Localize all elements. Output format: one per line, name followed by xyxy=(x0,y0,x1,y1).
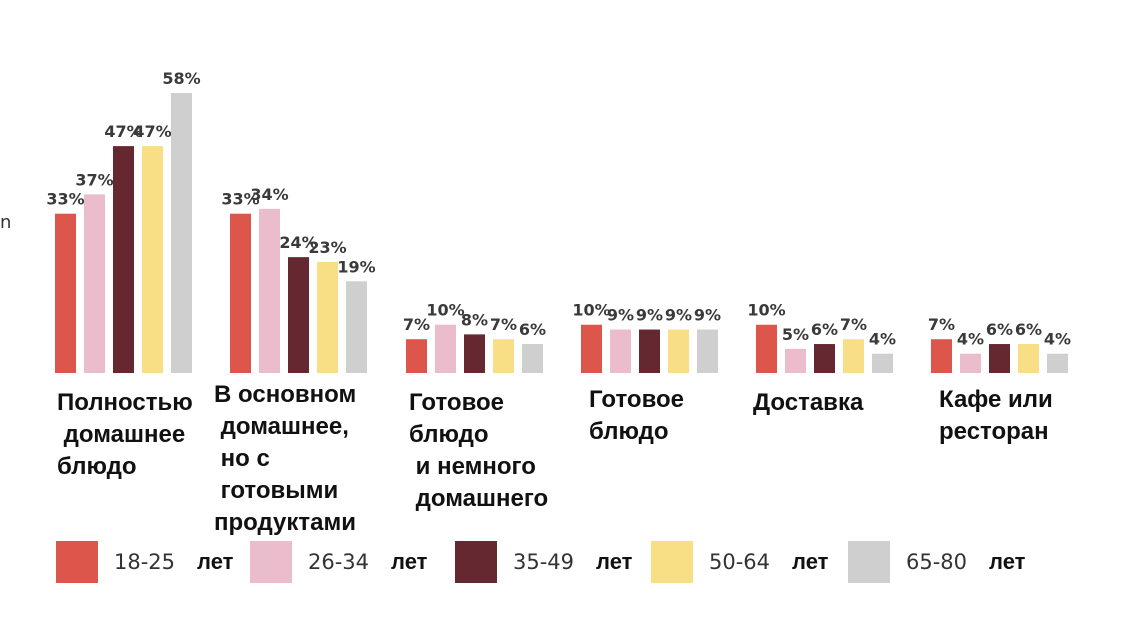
data-label-50-64-group-2: 23% xyxy=(308,238,346,257)
bar-26-34-group-6 xyxy=(960,353,981,373)
bar-50-64-group-3 xyxy=(493,339,514,373)
legend-swatch xyxy=(651,541,693,583)
legend-item-18-25: 18-25 лет xyxy=(56,541,233,583)
bar-35-49-group-2 xyxy=(288,257,309,373)
bar-18-25-group-3 xyxy=(406,339,427,373)
legend-unit: лет xyxy=(596,549,633,574)
bar-35-49-group-3 xyxy=(464,334,485,373)
data-label-65-80-group-5: 4% xyxy=(869,330,896,349)
bar-18-25-group-6 xyxy=(931,339,952,373)
bar-35-49-group-4 xyxy=(639,329,660,373)
legend-swatch xyxy=(455,541,497,583)
data-label-35-49-group-2: 24% xyxy=(279,233,317,252)
data-label-35-49-group-4: 9% xyxy=(636,306,663,325)
legend-swatch xyxy=(56,541,98,583)
data-label-18-25-group-2: 33% xyxy=(221,190,259,209)
data-label-50-64-group-4: 9% xyxy=(665,306,692,325)
category-label-2: В основном домашнее, но с готовыми проду… xyxy=(214,381,357,536)
bar-35-49-group-5 xyxy=(814,344,835,373)
bar-35-49-group-6 xyxy=(989,344,1010,373)
legend-range: 18-25 xyxy=(114,550,176,574)
stray-text: n xyxy=(0,212,12,233)
bar-18-25-group-1 xyxy=(55,213,76,373)
data-label-50-64-group-1: 47% xyxy=(133,122,171,141)
data-label-26-34-group-3: 10% xyxy=(426,301,464,320)
legend-swatch xyxy=(848,541,890,583)
legend-unit: лет xyxy=(792,549,829,574)
bar-18-25-group-4 xyxy=(581,324,602,373)
data-label-50-64-group-3: 7% xyxy=(490,315,517,334)
data-label-18-25-group-3: 7% xyxy=(403,315,430,334)
category-label-1: Полностью домашнее блюдо xyxy=(57,389,193,480)
legend-item-50-64: 50-64 лет xyxy=(651,541,828,583)
legend-item-26-34: 26-34 лет xyxy=(250,541,427,583)
category-label-3: Готовое блюдо и немного домашнего xyxy=(409,389,549,512)
data-label-26-34-group-2: 34% xyxy=(250,185,288,204)
legend-range: 26-34 xyxy=(308,550,370,574)
bar-26-34-group-2 xyxy=(259,208,280,373)
legend-item-65-80: 65-80 лет xyxy=(848,541,1025,583)
bar-50-64-group-6 xyxy=(1018,344,1039,373)
data-label-35-49-group-6: 6% xyxy=(986,320,1013,339)
bar-18-25-group-2 xyxy=(230,213,251,373)
bar-65-80-group-5 xyxy=(872,353,893,373)
legend-unit: лет xyxy=(197,549,234,574)
bar-50-64-group-1 xyxy=(142,146,163,373)
data-label-18-25-group-5: 10% xyxy=(747,301,785,320)
category-label-5: Доставка xyxy=(753,389,864,416)
bar-50-64-group-4 xyxy=(668,329,689,373)
data-label-18-25-group-6: 7% xyxy=(928,315,955,334)
legend-range: 35-49 xyxy=(513,550,575,574)
data-label-18-25-group-4: 10% xyxy=(572,301,610,320)
bar-65-80-group-3 xyxy=(522,344,543,373)
data-label-65-80-group-3: 6% xyxy=(519,320,546,339)
data-label-35-49-group-1: 47% xyxy=(104,122,142,141)
bar-50-64-group-2 xyxy=(317,261,338,373)
data-label-50-64-group-6: 6% xyxy=(1015,320,1042,339)
data-label-65-80-group-4: 9% xyxy=(694,306,721,325)
data-label-35-49-group-5: 6% xyxy=(811,320,838,339)
data-label-26-34-group-5: 5% xyxy=(782,325,809,344)
bar-50-64-group-5 xyxy=(843,339,864,373)
category-label-4: Готовое блюдо xyxy=(589,386,685,445)
data-label-65-80-group-6: 4% xyxy=(1044,330,1071,349)
bar-18-25-group-5 xyxy=(756,324,777,373)
bar-26-34-group-1 xyxy=(84,194,105,373)
legend-range: 65-80 xyxy=(906,550,968,574)
data-label-26-34-group-4: 9% xyxy=(607,306,634,325)
data-label-18-25-group-1: 33% xyxy=(46,190,84,209)
data-label-26-34-group-6: 4% xyxy=(957,330,984,349)
data-label-65-80-group-2: 19% xyxy=(337,257,375,276)
data-label-65-80-group-1: 58% xyxy=(162,69,200,88)
bar-26-34-group-3 xyxy=(435,324,456,373)
bar-65-80-group-2 xyxy=(346,281,367,373)
bar-26-34-group-4 xyxy=(610,329,631,373)
legend-swatch xyxy=(250,541,292,583)
bar-chart: 33%37%47%47%58%33%34%24%23%19%7%10%8% 7% 6… xyxy=(46,69,1071,373)
category-label-6: Кафе или ресторан xyxy=(939,386,1053,445)
legend-unit: лет xyxy=(989,549,1026,574)
bar-26-34-group-5 xyxy=(785,348,806,373)
legend-range: 50-64 xyxy=(709,550,771,574)
bar-35-49-group-1 xyxy=(113,146,134,373)
bar-65-80-group-4 xyxy=(697,329,718,373)
legend-item-35-49: 35-49 лет xyxy=(455,541,632,583)
data-label-35-49-group-3: 8% xyxy=(461,310,488,329)
bar-65-80-group-1 xyxy=(171,93,192,373)
bar-65-80-group-6 xyxy=(1047,353,1068,373)
data-label-50-64-group-5: 7% xyxy=(840,315,867,334)
legend-unit: лет xyxy=(391,549,428,574)
data-label-26-34-group-1: 37% xyxy=(75,170,113,189)
